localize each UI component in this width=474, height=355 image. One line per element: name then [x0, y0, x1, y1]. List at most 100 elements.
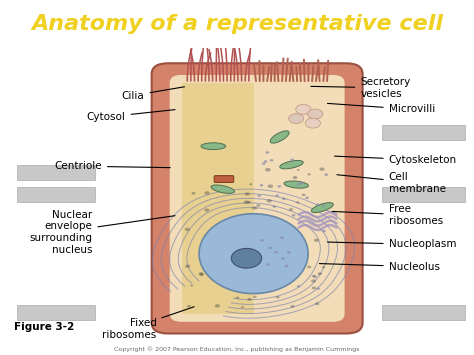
- Circle shape: [291, 305, 294, 308]
- Text: Microvilli: Microvilli: [328, 103, 435, 114]
- Circle shape: [265, 151, 269, 154]
- Circle shape: [315, 302, 319, 305]
- Text: Centriole: Centriole: [55, 161, 170, 171]
- Text: Cytosol: Cytosol: [87, 110, 175, 122]
- Ellipse shape: [284, 181, 309, 188]
- Circle shape: [273, 205, 276, 208]
- Circle shape: [318, 272, 322, 275]
- Circle shape: [268, 247, 272, 249]
- Text: Fixed
ribosomes: Fixed ribosomes: [102, 307, 194, 340]
- Circle shape: [215, 304, 220, 307]
- Circle shape: [322, 266, 325, 268]
- Circle shape: [302, 194, 306, 196]
- Circle shape: [319, 207, 322, 208]
- Bar: [382, 305, 465, 320]
- Circle shape: [264, 160, 267, 163]
- Bar: [382, 187, 465, 202]
- Circle shape: [297, 285, 301, 288]
- Polygon shape: [182, 83, 254, 314]
- Text: Cilia: Cilia: [122, 87, 184, 100]
- Circle shape: [268, 184, 273, 188]
- Circle shape: [244, 201, 249, 204]
- Circle shape: [305, 197, 309, 199]
- Circle shape: [314, 239, 319, 242]
- Text: Cytoskeleton: Cytoskeleton: [335, 155, 457, 165]
- Text: Anatomy of a representative cell: Anatomy of a representative cell: [31, 14, 443, 34]
- Circle shape: [307, 266, 311, 268]
- Text: Free
ribosomes: Free ribosomes: [332, 204, 443, 226]
- Circle shape: [311, 279, 316, 283]
- Circle shape: [241, 306, 244, 308]
- Circle shape: [266, 263, 270, 266]
- Circle shape: [305, 118, 320, 128]
- Text: Figure 3-2: Figure 3-2: [14, 322, 74, 332]
- Circle shape: [300, 182, 303, 184]
- Text: Cell
membrane: Cell membrane: [337, 172, 446, 194]
- Circle shape: [292, 214, 295, 217]
- Circle shape: [283, 229, 287, 232]
- Circle shape: [247, 201, 251, 203]
- Circle shape: [225, 219, 229, 222]
- Ellipse shape: [270, 131, 289, 143]
- Circle shape: [190, 285, 193, 286]
- Bar: [17, 305, 95, 320]
- Circle shape: [204, 208, 210, 212]
- Circle shape: [316, 203, 319, 206]
- FancyBboxPatch shape: [170, 75, 345, 322]
- Circle shape: [316, 288, 320, 290]
- Text: Nucleoplasm: Nucleoplasm: [328, 240, 456, 250]
- Circle shape: [252, 206, 257, 210]
- Circle shape: [292, 176, 297, 179]
- Circle shape: [256, 204, 260, 207]
- Circle shape: [289, 208, 293, 211]
- Circle shape: [285, 163, 289, 166]
- Circle shape: [321, 204, 325, 207]
- Text: Copyright © 2007 Pearson Education, Inc., publishing as Benjamin Cummings: Copyright © 2007 Pearson Education, Inc.…: [114, 347, 360, 352]
- Ellipse shape: [201, 143, 226, 149]
- Ellipse shape: [199, 214, 308, 294]
- Circle shape: [274, 251, 278, 253]
- Circle shape: [185, 264, 190, 268]
- Circle shape: [308, 109, 323, 119]
- Circle shape: [275, 195, 279, 197]
- FancyBboxPatch shape: [214, 176, 234, 182]
- Circle shape: [204, 191, 210, 195]
- Circle shape: [296, 104, 311, 114]
- Text: Secretory
vesicles: Secretory vesicles: [311, 77, 410, 99]
- Circle shape: [266, 199, 272, 203]
- Circle shape: [260, 239, 264, 241]
- Bar: [382, 125, 465, 140]
- Circle shape: [257, 195, 261, 197]
- Circle shape: [210, 234, 214, 237]
- Circle shape: [277, 185, 281, 187]
- Circle shape: [260, 184, 264, 186]
- Circle shape: [308, 173, 311, 175]
- Ellipse shape: [280, 160, 303, 169]
- Circle shape: [187, 305, 191, 307]
- Circle shape: [185, 228, 190, 231]
- Circle shape: [247, 298, 252, 301]
- Circle shape: [324, 173, 328, 176]
- Text: Nucleolus: Nucleolus: [319, 262, 440, 272]
- Bar: [17, 165, 95, 180]
- Circle shape: [276, 296, 280, 299]
- Bar: [17, 187, 95, 202]
- Circle shape: [312, 275, 316, 278]
- Circle shape: [282, 198, 286, 200]
- Circle shape: [322, 230, 326, 233]
- FancyBboxPatch shape: [152, 63, 363, 333]
- Circle shape: [245, 192, 250, 196]
- Circle shape: [280, 236, 284, 239]
- Circle shape: [312, 286, 316, 289]
- Circle shape: [291, 159, 294, 161]
- Circle shape: [200, 273, 204, 276]
- Circle shape: [289, 114, 304, 124]
- Circle shape: [296, 201, 299, 203]
- Circle shape: [287, 251, 291, 254]
- Circle shape: [270, 159, 273, 162]
- Circle shape: [249, 183, 252, 185]
- Circle shape: [253, 296, 257, 298]
- Ellipse shape: [311, 203, 333, 213]
- Circle shape: [231, 248, 262, 268]
- Circle shape: [199, 272, 203, 275]
